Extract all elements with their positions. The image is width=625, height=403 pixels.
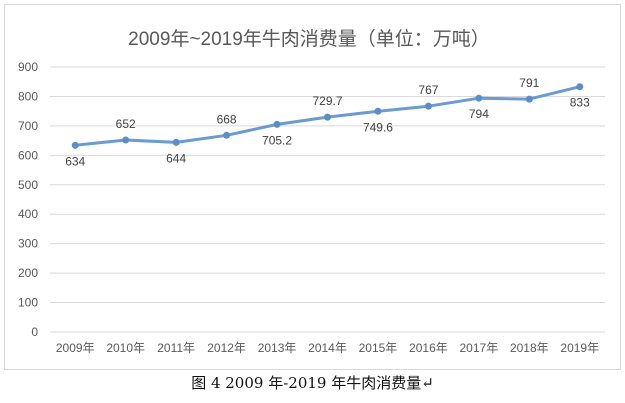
x-tick-label: 2015年 — [359, 341, 398, 355]
y-tick-label: 400 — [18, 207, 38, 221]
x-axis-tick-labels: 2009年 2010年 2011年 2012年 2013年 2014年 2015年 2016年… — [56, 341, 599, 355]
data-point — [273, 120, 281, 128]
data-point — [172, 138, 180, 146]
y-axis-tick-labels: 0 100 200 300 400 500 600 700 800 900 — [18, 60, 38, 339]
data-point — [424, 102, 432, 110]
x-tick-label: 2018年 — [510, 341, 549, 355]
x-tick-label: 2017年 — [460, 341, 499, 355]
data-point — [324, 113, 331, 121]
data-point — [576, 83, 584, 91]
data-labels: 634 652 644 668 705.2 729.7 749.6 767 794 791 833 — [65, 76, 590, 168]
chart-title: 2009年~2019年牛肉消费量（单位：万吨） — [128, 28, 490, 50]
x-tick-label: 2013年 — [258, 341, 297, 355]
y-tick-label: 600 — [18, 148, 38, 162]
data-label: 634 — [65, 154, 85, 168]
chart-frame: 2009年~2019年牛肉消费量（单位：万吨） 0 100 200 300 400 500… — [4, 4, 621, 370]
data-label: 652 — [116, 117, 136, 131]
y-tick-label: 200 — [18, 266, 38, 280]
x-tick-label: 2009年 — [56, 341, 95, 355]
x-tick-label: 2014年 — [308, 341, 347, 355]
series — [71, 83, 584, 149]
x-tick-label: 2012年 — [207, 341, 246, 355]
data-label: 668 — [217, 112, 237, 126]
x-tick-label: 2010年 — [106, 341, 145, 355]
figure-caption: 图 4 2009 年-2019 年牛肉消费量↵ — [191, 374, 434, 392]
y-tick-label: 900 — [18, 60, 38, 74]
y-tick-label: 500 — [18, 178, 38, 192]
data-label: 644 — [166, 151, 186, 165]
y-tick-label: 100 — [18, 296, 38, 310]
x-tick-label: 2011年 — [157, 341, 195, 355]
data-point — [374, 107, 382, 115]
y-tick-label: 700 — [18, 119, 38, 133]
data-label: 705.2 — [262, 133, 292, 147]
data-label: 729.7 — [312, 94, 342, 108]
data-label: 749.6 — [363, 120, 393, 134]
data-label: 791 — [519, 76, 539, 90]
gridlines — [50, 66, 605, 333]
data-point — [525, 95, 533, 103]
x-tick-label: 2016年 — [409, 341, 448, 355]
y-tick-label: 300 — [18, 237, 38, 251]
data-point — [122, 136, 130, 144]
y-tick-label: 0 — [31, 325, 38, 339]
data-label: 767 — [418, 83, 438, 97]
line-chart: 2009年~2019年牛肉消费量（单位：万吨） 0 100 200 300 400 500… — [18, 28, 605, 355]
x-tick-label: 2019年 — [560, 341, 599, 355]
data-point — [475, 94, 483, 102]
data-label: 833 — [570, 96, 590, 110]
data-label: 794 — [469, 107, 489, 121]
data-point — [223, 131, 231, 139]
data-point — [71, 141, 79, 149]
y-tick-label: 800 — [18, 89, 38, 103]
